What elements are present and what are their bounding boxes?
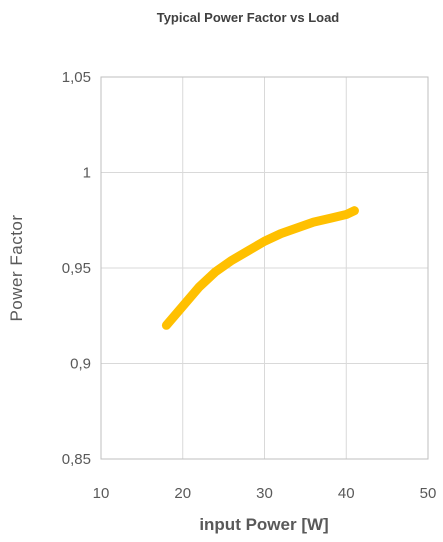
x-tick-label: 40	[338, 485, 355, 502]
y-axis-ticks: 0,85 0,9 0,95 1 1,05	[62, 69, 91, 468]
plot-area-border	[100, 76, 429, 460]
y-tick-label: 0,85	[62, 451, 91, 468]
x-tick-label: 20	[174, 485, 191, 502]
x-tick-label: 30	[256, 485, 273, 502]
x-axis-ticks: 10 20 30 40 50	[93, 485, 437, 502]
chart-title: Typical Power Factor vs Load	[157, 10, 340, 25]
y-axis-label: Power Factor	[7, 214, 26, 321]
series-group	[161, 206, 359, 330]
y-tick-label: 0,95	[62, 260, 91, 277]
grid-lines	[101, 77, 428, 459]
y-tick-label: 0,9	[70, 356, 91, 373]
x-tick-label: 50	[420, 485, 437, 502]
x-axis-label: input Power [W]	[199, 515, 328, 534]
series-line-0	[161, 206, 359, 330]
y-tick-label: 1,05	[62, 69, 91, 86]
y-tick-label: 1	[83, 165, 91, 182]
x-tick-label: 10	[93, 485, 110, 502]
